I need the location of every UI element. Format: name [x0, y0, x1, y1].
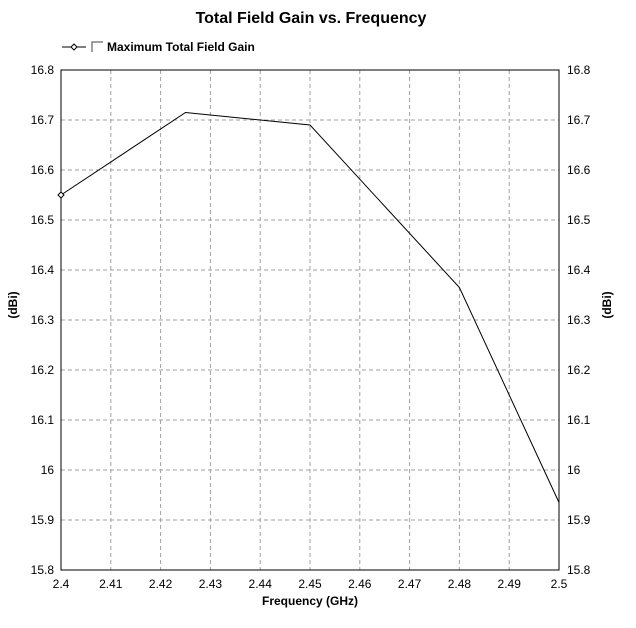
- x-tick-label: 2.46: [348, 577, 372, 591]
- y-axis-label-left: (dBi): [6, 291, 20, 318]
- y-tick-label-right: 15.8: [567, 563, 591, 577]
- x-tick-label: 2.47: [398, 577, 422, 591]
- y-tick-label-right: 16.6: [567, 163, 591, 177]
- x-tick-label: 2.43: [199, 577, 223, 591]
- x-tick-label: 2.42: [149, 577, 173, 591]
- x-axis-label: Frequency (GHz): [262, 594, 358, 608]
- y-tick-label-right: 16.2: [567, 363, 591, 377]
- y-tick-label-left: 15.9: [31, 513, 55, 527]
- y-tick-label-right: 16.5: [567, 213, 591, 227]
- y-tick-label-left: 16.2: [31, 363, 55, 377]
- y-tick-label-right: 16.1: [567, 413, 591, 427]
- x-tick-label: 2.45: [298, 577, 322, 591]
- plot-frame: [60, 69, 560, 571]
- series-line: [60, 111, 560, 503]
- y-tick-label-left: 16.6: [31, 163, 55, 177]
- y-tick-label-right: 16.8: [567, 63, 591, 77]
- legend-marker: [70, 43, 78, 51]
- legend: Maximum Total Field Gain: [62, 40, 255, 54]
- y-tick-label-left: 16.8: [31, 63, 55, 77]
- series-layer: [57, 111, 560, 503]
- y-tick-label-left: 16.4: [31, 263, 55, 277]
- legend-label: Maximum Total Field Gain: [107, 40, 255, 54]
- chart-title: Total Field Gain vs. Frequency: [196, 10, 427, 27]
- y-tick-label-right: 16.4: [567, 263, 591, 277]
- y-tick-label-left: 16.1: [31, 413, 55, 427]
- y-tick-label-left: 15.8: [31, 563, 55, 577]
- y-tick-label-right: 16.3: [567, 313, 591, 327]
- x-tick-label: 2.5: [551, 577, 568, 591]
- y-tick-label-right: 16: [567, 463, 581, 477]
- x-tick-label: 2.41: [99, 577, 123, 591]
- y-tick-label-left: 16.3: [31, 313, 55, 327]
- series-marker: [57, 191, 65, 199]
- y-tick-label-left: 16.5: [31, 213, 55, 227]
- x-tick-label: 2.49: [498, 577, 522, 591]
- tick-labels: 2.4 2.41 2.42 2.43 2.44 2.45 2.46 2.47 2.48 2.49 2…: [31, 63, 591, 591]
- y-tick-label-right: 16.7: [567, 113, 591, 127]
- y-tick-label-right: 15.9: [567, 513, 591, 527]
- x-tick-label: 2.44: [249, 577, 273, 591]
- x-tick-label: 2.4: [53, 577, 70, 591]
- y-axis-label-right: (dBi): [600, 291, 614, 318]
- grid: [61, 70, 559, 570]
- x-tick-label: 2.48: [448, 577, 472, 591]
- y-tick-label-left: 16: [41, 463, 55, 477]
- y-tick-label-left: 16.7: [31, 113, 55, 127]
- legend-swatch-icon: [91, 41, 103, 52]
